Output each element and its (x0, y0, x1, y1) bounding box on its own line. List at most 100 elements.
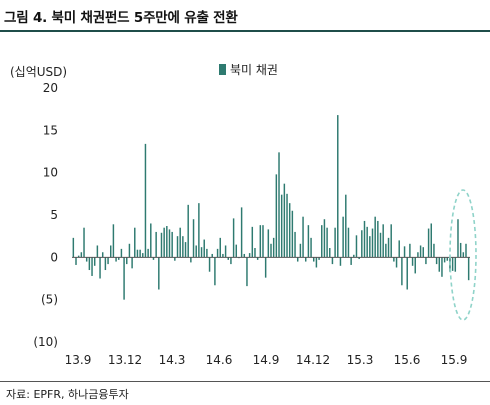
y-tick-label: (5) (41, 293, 58, 307)
bar (118, 257, 120, 260)
bar (441, 257, 443, 277)
bar (142, 253, 144, 258)
bar (379, 232, 382, 258)
x-tick-label: 14.3 (159, 353, 186, 367)
bar (315, 257, 318, 268)
bar (286, 193, 288, 258)
bar (240, 207, 243, 258)
bar (419, 245, 422, 258)
bar (451, 257, 454, 271)
bar (345, 194, 347, 258)
bar (139, 249, 141, 258)
bar (414, 257, 416, 274)
y-tick-label: 10 (43, 166, 58, 180)
bar (136, 249, 139, 258)
bar (93, 257, 96, 266)
bar (222, 253, 224, 258)
bar (126, 257, 128, 265)
bar (147, 248, 149, 258)
y-axis-label: (십억USD) (10, 65, 67, 79)
bar (342, 216, 344, 258)
bar (288, 203, 291, 258)
bar (166, 226, 168, 258)
bar (235, 244, 238, 258)
bar (371, 228, 374, 258)
y-tick-label: 15 (43, 123, 58, 137)
bar (350, 257, 352, 265)
bar (83, 227, 85, 258)
bar (101, 252, 104, 258)
x-tick-label: 14.12 (296, 353, 330, 367)
bar (302, 216, 304, 258)
bar (120, 248, 123, 258)
bar (358, 257, 360, 260)
bar (278, 152, 280, 258)
bar (179, 227, 181, 258)
bar (211, 253, 213, 258)
bar (465, 243, 467, 258)
bar (214, 257, 216, 286)
bar (115, 257, 117, 262)
bar (310, 237, 312, 258)
bar (374, 216, 376, 258)
bar (251, 226, 254, 258)
bar (270, 243, 272, 258)
bottom-divider (0, 381, 490, 382)
bar (107, 257, 109, 265)
highlight-ellipse (449, 189, 477, 321)
bar (462, 252, 465, 258)
bar (99, 257, 101, 279)
bar (246, 257, 248, 287)
bar (313, 257, 315, 262)
y-tick-label: (10) (33, 335, 58, 349)
bar (200, 247, 203, 258)
bar (171, 231, 173, 258)
bar (88, 257, 91, 271)
bar (267, 229, 270, 258)
x-tick-label: 15.3 (347, 353, 374, 367)
bar (195, 245, 197, 258)
bar (395, 257, 398, 268)
x-tick-labels: 13.9 13.12 14.3 14.6 14.9 14.12 15.3 15.6 15.9 (65, 353, 468, 367)
bar (243, 253, 246, 258)
bar (323, 219, 326, 258)
bar (446, 257, 449, 261)
bar (422, 247, 424, 258)
figure-title: 그림 4. 북미 채권펀드 5주만에 유출 전환 (4, 10, 238, 26)
bar (131, 257, 133, 269)
y-axis: 20 15 10 5 0 (5) (10) (33, 81, 58, 349)
y-tick-label: 20 (43, 81, 58, 95)
bar (174, 257, 176, 261)
bar (232, 218, 235, 258)
bar (259, 225, 262, 258)
x-tick-label: 13.12 (108, 353, 142, 367)
bar (262, 225, 264, 258)
bar (128, 243, 131, 258)
bar (366, 226, 368, 258)
bar (435, 257, 438, 265)
bar (390, 224, 392, 258)
bar (256, 257, 259, 260)
legend: 북미 채권 (219, 63, 278, 77)
bar (77, 255, 80, 258)
bar (427, 228, 430, 258)
bar (190, 257, 192, 263)
bar (123, 257, 125, 300)
bar (198, 203, 200, 258)
bar (272, 237, 275, 258)
bar (160, 232, 163, 258)
bar (176, 236, 179, 258)
bar (443, 257, 446, 263)
bar (467, 257, 470, 281)
bar (291, 210, 294, 258)
bar (275, 174, 278, 258)
bar (72, 237, 75, 258)
bar (401, 257, 403, 286)
bar (454, 257, 457, 272)
bar (307, 225, 310, 258)
bar (361, 230, 363, 258)
bar (158, 257, 160, 290)
bar (411, 257, 414, 266)
bar (224, 245, 227, 258)
